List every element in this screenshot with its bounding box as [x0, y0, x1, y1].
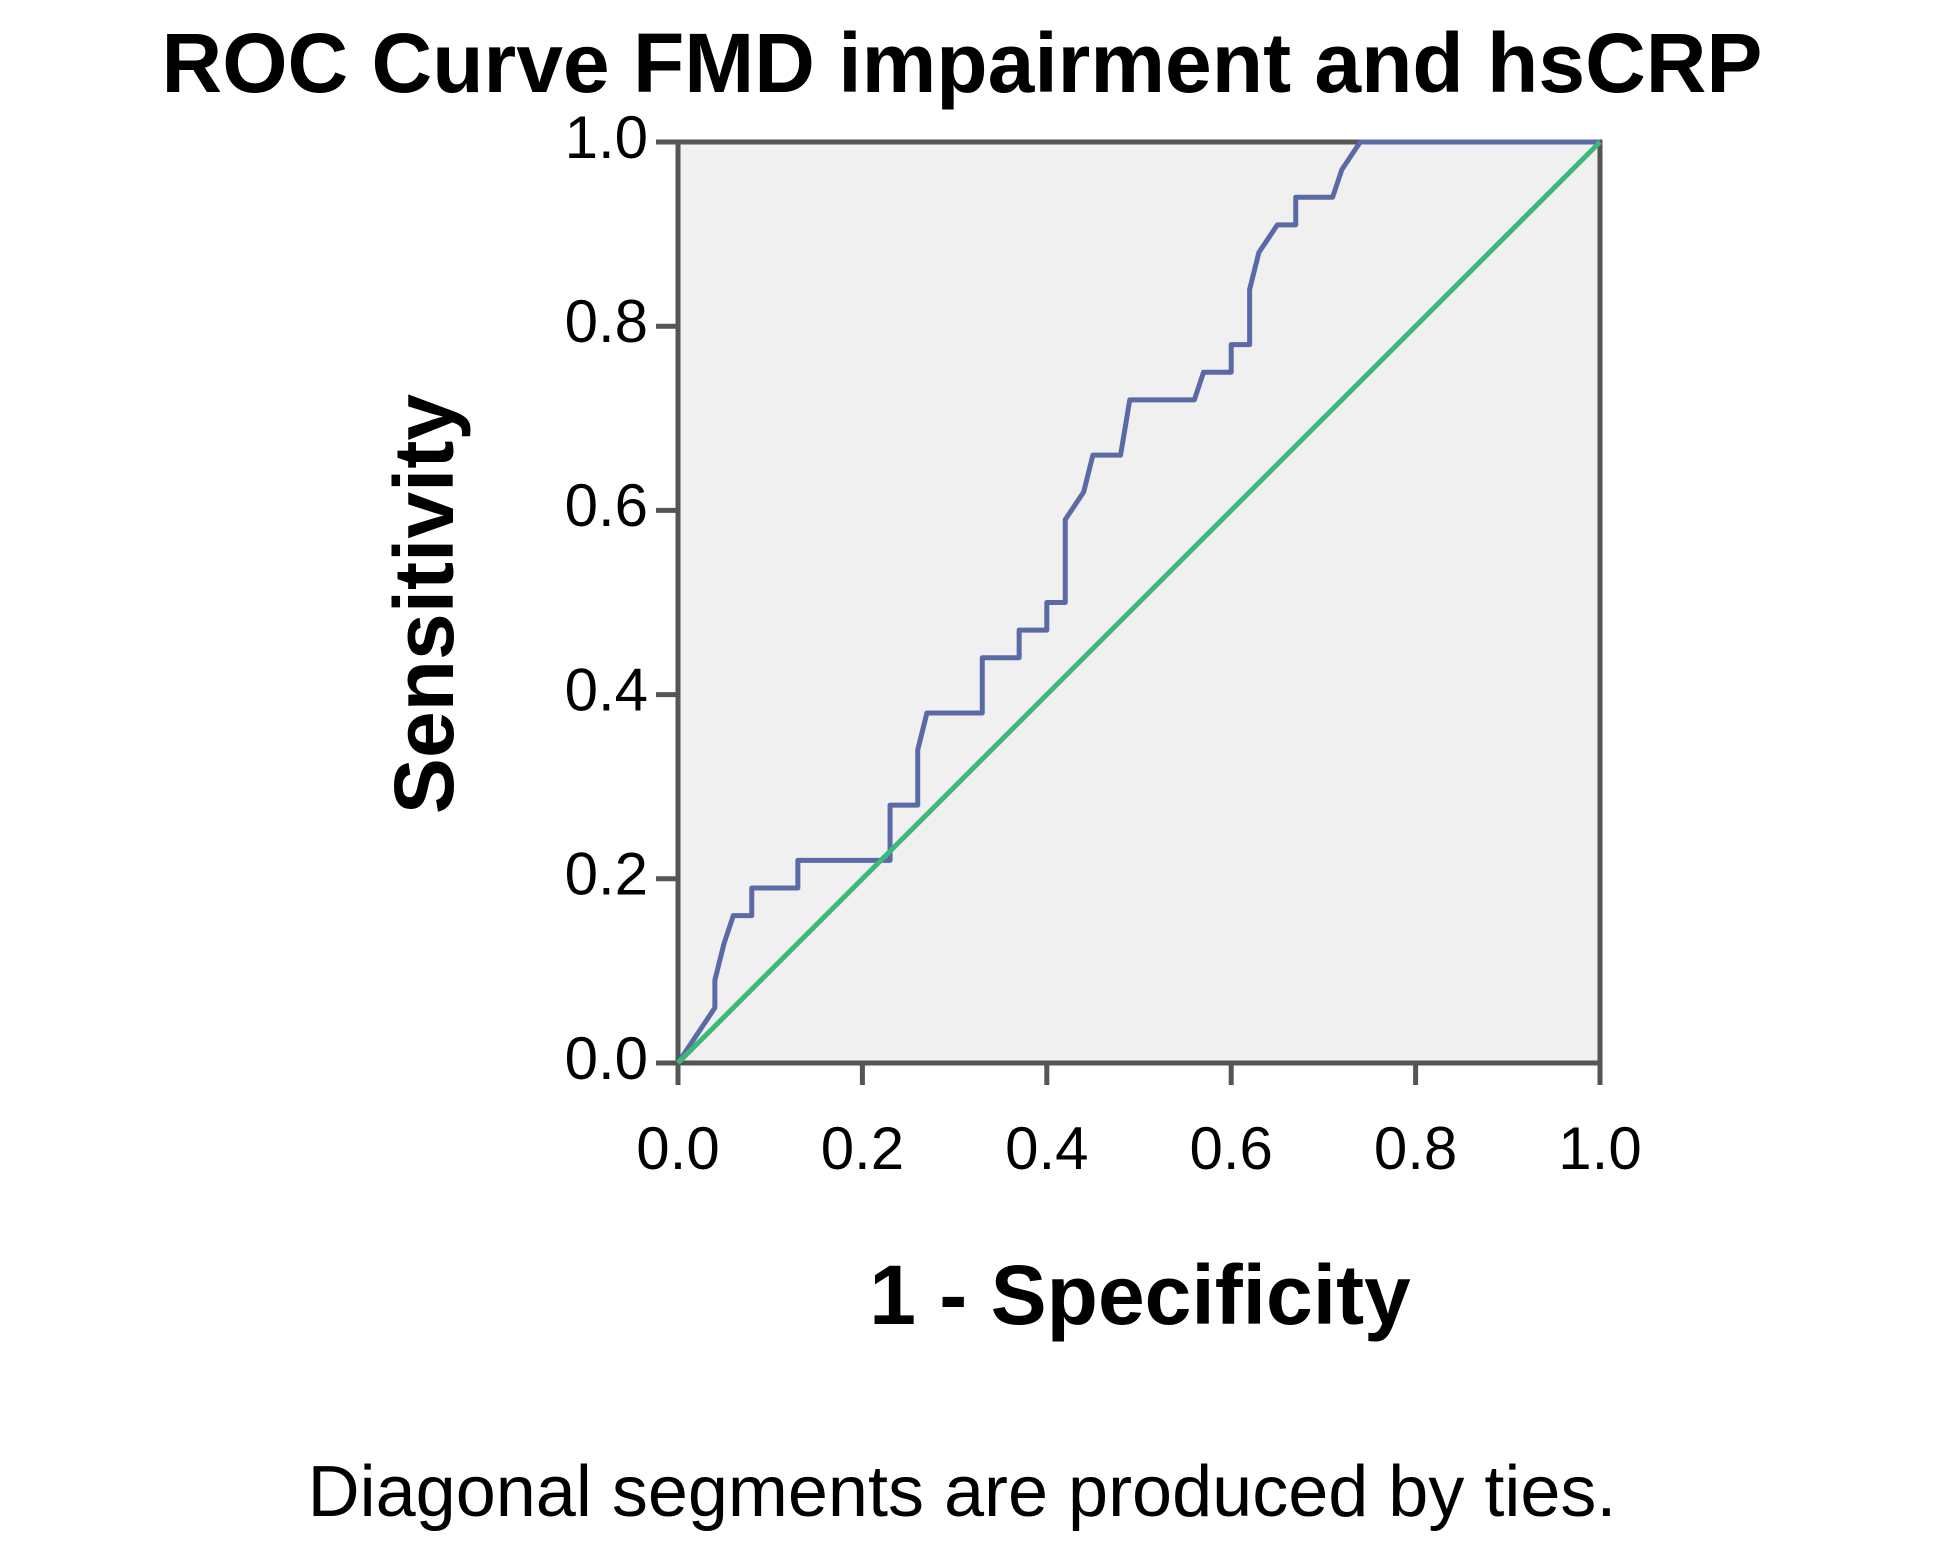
x-tick-label: 0.2 [821, 1115, 904, 1182]
y-tick-label: 0.6 [565, 472, 648, 539]
x-tick-label: 1.0 [1558, 1115, 1641, 1182]
y-tick-label: 0.2 [565, 841, 648, 908]
footnote: Diagonal segments are produced by ties. [308, 1452, 1617, 1532]
roc-line [676, 140, 1602, 1065]
y-tick-label: 0.4 [565, 656, 648, 723]
y-tick-label: 0.0 [565, 1025, 648, 1092]
y-tick-label: 1.0 [565, 104, 648, 171]
x-tick-label: 0.6 [1189, 1115, 1272, 1182]
x-tick-label: 0.8 [1374, 1115, 1457, 1182]
y-tick-label: 0.8 [565, 288, 648, 355]
chart-title: ROC Curve FMD impairment and hsCRP [162, 16, 1763, 110]
x-tick-label: 0.4 [1005, 1115, 1088, 1182]
roc-line [675, 139, 1600, 1065]
y-axis-label: Sensitivity [377, 394, 471, 814]
x-axis-label: 1 - Specificity [869, 1248, 1411, 1342]
x-tick-label: 0.0 [636, 1115, 719, 1182]
